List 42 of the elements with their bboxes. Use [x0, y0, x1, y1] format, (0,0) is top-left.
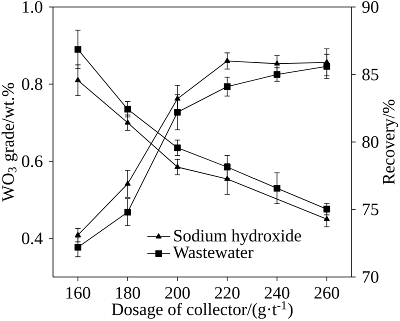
- x-tick-label: 180: [116, 287, 140, 299]
- x-tick-label: 240: [264, 287, 290, 299]
- point: [124, 180, 131, 186]
- x-tick-label: 200: [165, 287, 190, 299]
- point: [224, 176, 230, 181]
- point: [174, 95, 180, 101]
- point: [124, 208, 132, 216]
- point: [224, 58, 230, 63]
- x-axis-title: Dosage of collector/(g·t$^{-1}$): [112, 301, 293, 319]
- point: [323, 206, 330, 212]
- point: [124, 119, 131, 125]
- x-tick-label: 160: [66, 287, 90, 299]
- legend-label: Wastewater: [173, 246, 254, 258]
- y-tick-label: 0.6: [22, 155, 42, 168]
- point: [124, 106, 131, 113]
- legend-label: Sodium hydroxide: [174, 229, 302, 246]
- point: [274, 71, 280, 78]
- y-axis-title: WO$_{3}$ grade/wt.%: [2, 82, 18, 202]
- point: [274, 60, 280, 66]
- point: [74, 76, 81, 82]
- y2-tick-label: 85: [362, 68, 378, 80]
- point: [74, 46, 82, 53]
- point: [74, 232, 81, 237]
- point: [323, 63, 330, 70]
- point: [224, 164, 231, 170]
- x-tick-label: 260: [314, 287, 340, 299]
- y-tick-label: 1.0: [22, 1, 42, 13]
- y2-axis-title: Recovery/%: [382, 100, 398, 184]
- point: [274, 184, 280, 192]
- point: [174, 144, 181, 152]
- point: [224, 83, 231, 90]
- y2-tick-label: 80: [362, 136, 378, 148]
- point: [324, 216, 330, 221]
- y-tick-label: 0.4: [22, 232, 43, 244]
- y2-tick-label: 70: [362, 271, 378, 283]
- x-tick-label: 220: [214, 287, 240, 299]
- point: [74, 244, 82, 251]
- point: [174, 164, 180, 169]
- y2-tick-label: 90: [362, 1, 378, 13]
- y2-tick-label: 75: [362, 204, 378, 216]
- y-tick-label: 0.8: [22, 78, 42, 90]
- point: [174, 108, 181, 116]
